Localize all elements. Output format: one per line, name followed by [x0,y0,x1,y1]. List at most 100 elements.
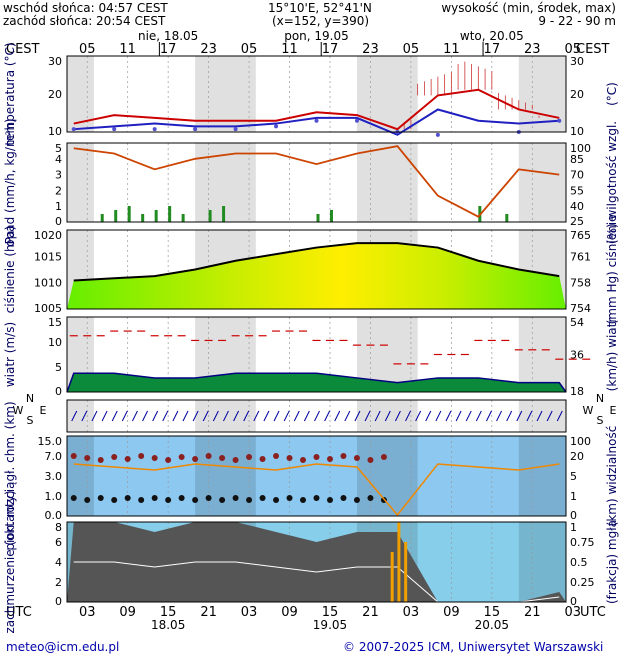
humidity-line [73,145,560,218]
wind-tick-left: 15 [48,316,62,329]
cloud-level-dot [111,497,118,503]
visibility-line [73,463,560,517]
cloud-level-dot [84,455,91,461]
wind-direction-arrow [131,410,138,422]
wind-direction-arrow [283,410,290,422]
precip-bar [316,214,320,222]
wind-tick-left: 0 [55,385,62,398]
night-band [195,56,256,132]
grid-text: (x=152, y=390) [272,14,370,28]
precip-bar [181,214,185,222]
compass-letter-right: S [597,414,604,427]
fog-tick-right: 0.5 [570,556,588,569]
hour-bottom-label: 15 [484,605,501,620]
wind-direction-arrow [253,410,260,422]
precip-axis-label: opad (mm/h, kg/m²h) [3,118,17,246]
temperature-line [73,88,560,131]
wind-direction-arrow [273,410,280,422]
wind-direction-arrow [374,410,381,422]
visibility-tick-right: 0 [570,509,577,522]
hour-top-label: 17 [322,42,339,57]
wind-direction-arrow [344,410,351,422]
contact-email[interactable]: meteo@icm.edu.pl [6,640,120,654]
precip-bar [127,206,131,222]
wind-direction-arrow [233,410,240,422]
compass-letter: N [26,392,34,405]
cloud-level-dot [273,453,280,459]
precip-tick-left: 3 [55,169,62,182]
precip-tick-left: 5 [55,142,62,155]
feels-like-line [73,108,560,136]
wind-axis-label: wiatr (m/s) [3,322,17,387]
temp-tick-right: 10 [570,125,584,138]
night-band [67,400,94,432]
cloud-level-dot [353,497,360,503]
night-band [67,436,94,516]
wind-direction-arrow [192,410,199,422]
hour-bottom-label: 03 [241,605,258,620]
hour-top-label: 11 [443,42,460,57]
cloud-tick-left: 15.0 [38,435,63,448]
cover-tick-left: 0 [55,595,62,608]
wind-direction-arrow [435,410,442,422]
humidity-axis-label: (%) wilgotność wzgl. [605,121,619,244]
hour-top-label: 05 [241,42,258,57]
wind-direction-arrow [516,410,523,422]
humidity-tick-right: 25 [570,215,584,228]
precip-tick-left: 4 [55,153,62,166]
dewpoint-marker [274,124,279,129]
wind-tick-right: 18 [570,385,584,398]
humidity-tick-right: 70 [570,169,584,182]
wind-direction-arrow [293,410,300,422]
tz-top-label: CEST [6,42,40,57]
hour-top-label: 23 [524,42,541,57]
panel-frame [66,399,567,433]
cloud-level-dot [259,456,266,462]
cloud-level-dot [151,495,158,501]
wind-direction-arrow [364,410,371,422]
pressure-area [67,243,566,309]
wind-direction-arrow [121,410,128,422]
dewpoint-marker [112,127,117,132]
hour-bottom-label: 03 [403,605,420,620]
pressure-axis-label: ciśnienie (hPa) [3,226,17,314]
panel-background [67,436,566,516]
compass-letter-right: E [610,404,617,417]
visibility-axis-label: (km) widzialność [605,426,619,527]
day-top-label: wto, 20.05 [460,29,524,43]
wind-direction-arrow [142,410,148,422]
hour-bottom-label: 09 [443,605,460,620]
compass-letter-right: W [583,404,594,417]
visibility-tick-right: 20 [570,450,584,463]
cloud-tick-left: 7.0 [45,450,63,463]
pressure-tick-left: 1005 [34,302,62,315]
wind-direction-arrow [455,410,462,422]
pressure-tick-right: 758 [570,277,591,290]
wind-tick-right: 36 [570,349,584,362]
temp-tick-right: 20 [570,88,584,101]
temp-tick-right: 30 [570,55,584,68]
temp-tick-left: 10 [48,125,62,138]
pressure-tick-right: 754 [570,302,591,315]
fog-axis-label: (frakcja) mgła [605,520,619,604]
temp-tick-left: 20 [48,88,62,101]
hour-bottom-label: 09 [281,605,298,620]
wind-direction-arrow [536,410,543,422]
hour-top-label: 05 [79,42,96,57]
cloud-level-dot [97,495,104,501]
panel-frame [66,521,567,603]
wind-direction-arrow [243,410,250,422]
pressure-tick-left: 1010 [34,277,62,290]
hour-top-label: 17 [484,42,501,57]
precip-bar [100,214,104,222]
wind-direction-arrow [384,410,391,422]
elevation-title: wysokość (min, środek, max) [441,1,616,15]
dewpoint-marker [557,118,562,123]
dewpoint-marker [193,127,198,132]
sunrise-text: wschód słońca: 04:57 CEST [3,1,168,15]
cloud-level-dot [246,454,253,460]
humidity-tick-right: 85 [570,153,584,166]
cover-tick-left: 6 [55,536,62,549]
hour-top-label: 23 [200,42,217,57]
humidity-tick-right: 55 [570,184,584,197]
